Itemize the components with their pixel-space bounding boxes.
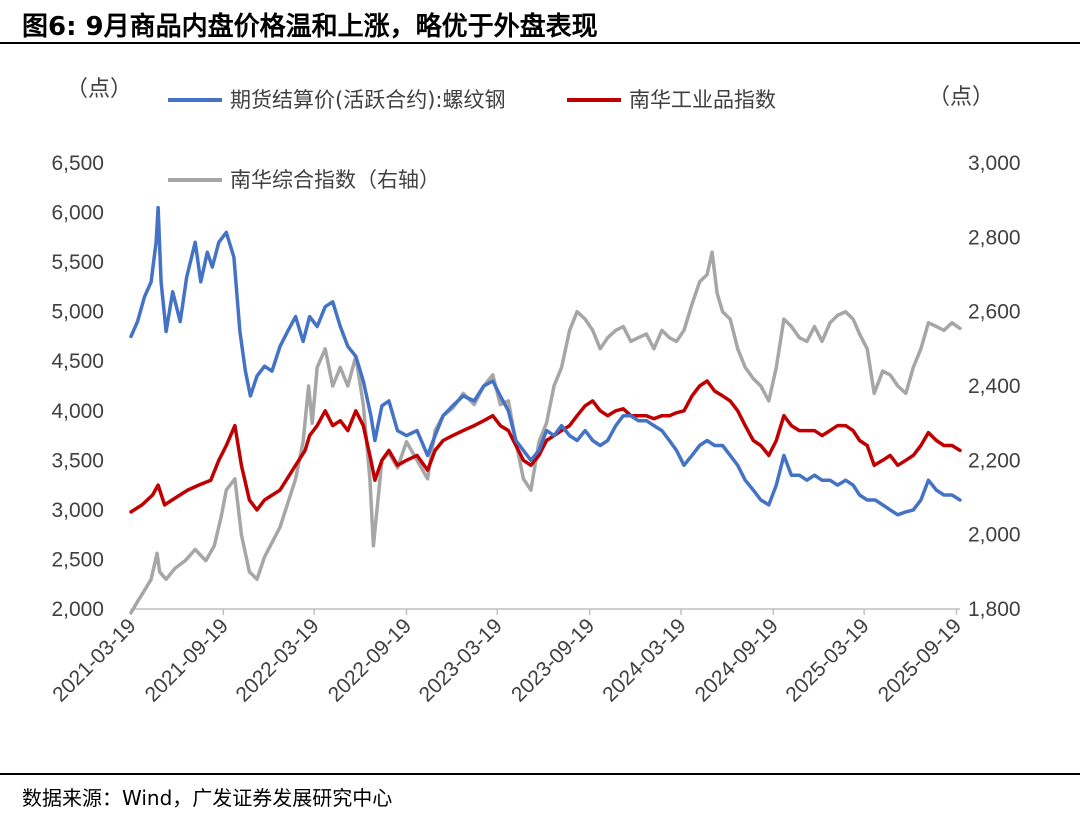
x-tick-label: 2021-03-19 <box>48 614 140 706</box>
right-y-tick-label: 2,800 <box>968 226 1021 249</box>
left-y-tick-label: 4,000 <box>51 400 104 423</box>
source-note: 数据来源：Wind，广发证券发展研究中心 <box>22 786 393 810</box>
right-y-tick-label: 2,000 <box>968 524 1021 547</box>
left-y-tick-label: 3,500 <box>51 449 104 472</box>
legend-label-0: 期货结算价(活跃合约):螺纹钢 <box>230 88 505 112</box>
x-tick-label: 2022-09-19 <box>324 614 416 706</box>
x-tick-label: 2025-09-19 <box>874 614 966 706</box>
left-y-tick-label: 4,500 <box>51 350 104 373</box>
x-tick-label: 2024-09-19 <box>691 614 783 706</box>
right-y-tick-label: 2,600 <box>968 301 1021 324</box>
right-y-tick-label: 3,000 <box>968 152 1021 175</box>
right-axis-unit: （点） <box>928 85 994 110</box>
left-y-tick-label: 6,500 <box>51 152 104 175</box>
legend-label-2: 南华综合指数（右轴） <box>230 168 440 192</box>
right-y-tick-label: 2,400 <box>968 375 1021 398</box>
left-y-tick-label: 5,000 <box>51 301 104 324</box>
x-tick-label: 2025-03-19 <box>781 614 873 706</box>
title-bar: 图6: 9月商品内盘价格温和上涨，略优于外盘表现 <box>0 0 1080 44</box>
figure-title: 图6: 9月商品内盘价格温和上涨，略优于外盘表现 <box>22 12 598 42</box>
left-axis-unit: （点） <box>66 77 132 102</box>
chart-series <box>129 205 962 615</box>
right-y-tick-label: 1,800 <box>968 598 1021 621</box>
left-y-tick-label: 2,000 <box>51 598 104 621</box>
right-y-tick-label: 2,200 <box>968 449 1021 472</box>
series-line-2 <box>129 250 962 615</box>
series-line-1 <box>129 379 962 514</box>
x-tick-label: 2022-03-19 <box>231 614 323 706</box>
left-y-tick-label: 5,500 <box>51 251 104 274</box>
series-line-0 <box>129 205 962 517</box>
footer-divider <box>0 773 1080 775</box>
left-y-tick-label: 6,000 <box>51 202 104 225</box>
x-tick-label: 2021-09-19 <box>141 614 233 706</box>
left-y-tick-label: 2,500 <box>51 548 104 571</box>
x-tick-label: 2023-09-19 <box>507 614 599 706</box>
x-tick-label: 2024-03-19 <box>598 614 690 706</box>
left-y-tick-label: 3,000 <box>51 499 104 522</box>
legend-label-1: 南华工业品指数 <box>629 88 776 112</box>
x-tick-label: 2023-03-19 <box>415 614 507 706</box>
line-chart: 2,000 2,500 3,000 3,500 4,000 4,500 5,000 5,500… <box>48 77 1021 706</box>
